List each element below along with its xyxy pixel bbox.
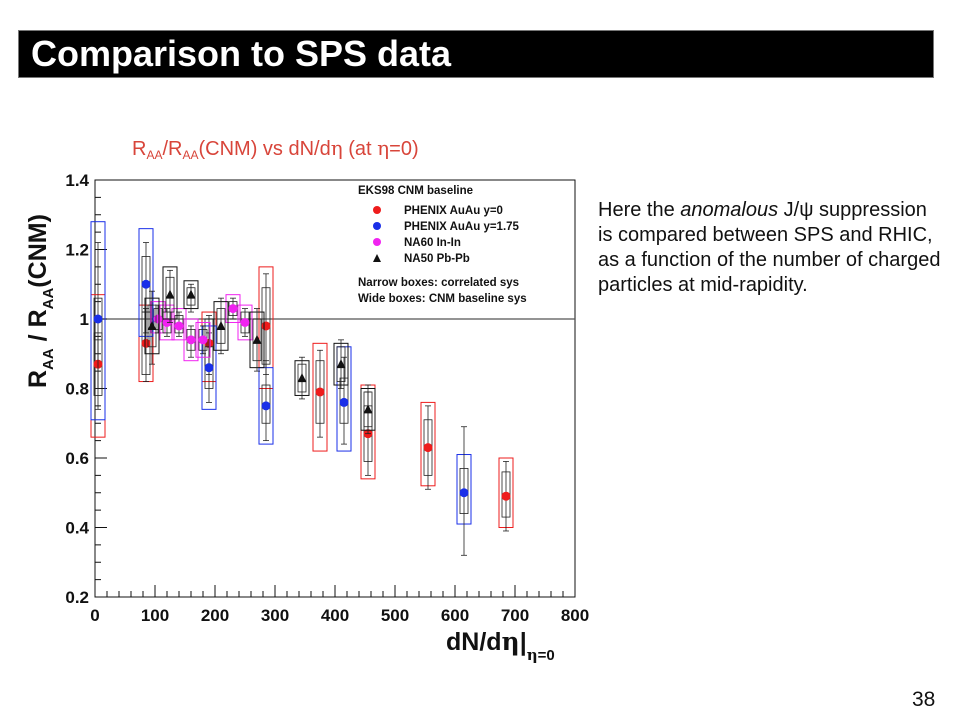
data-point (339, 397, 349, 407)
legend-box (352, 182, 574, 314)
y-tick-label: 0.2 (65, 588, 89, 607)
baseline-sys-box (90, 221, 106, 421)
description-part-2: J/ψ suppression is compared between SPS … (598, 199, 941, 296)
baseline-sys-box (225, 294, 241, 323)
chart-title-slash: / (162, 138, 169, 160)
chart-title-eq: =0) (389, 138, 419, 160)
y-tick-label: 0.4 (65, 519, 89, 538)
x-tick-label: 800 (561, 606, 589, 625)
legend-entry: NA50 Pb-Pb (404, 253, 470, 265)
y-axis-label-cnm: (CNM) (24, 214, 52, 288)
data-point (186, 335, 196, 345)
slide-title: Comparison to SPS data (31, 33, 452, 74)
y-tick-label: 0.8 (65, 380, 89, 399)
chart-title-r: R (132, 138, 147, 160)
x-tick-label: 0 (90, 606, 99, 625)
chart-title: RAA/RAA(CNM) vs dN/dη (at η=0) (132, 136, 419, 162)
data-point (186, 289, 196, 299)
description-part-1: Here the (598, 199, 681, 221)
data-point (297, 373, 307, 383)
legend-marker (373, 206, 381, 214)
x-tick-label: 300 (261, 606, 289, 625)
legend-marker (373, 254, 381, 262)
data-point (501, 491, 511, 501)
baseline-sys-box (237, 304, 253, 341)
data-point (261, 321, 271, 331)
x-tick-label: 500 (381, 606, 409, 625)
data-point (423, 443, 433, 453)
legend-note: Narrow boxes: correlated sys (358, 277, 519, 289)
chart-title-r2: R (168, 138, 183, 160)
baseline-sys-box (195, 321, 211, 358)
legend-note: Wide boxes: CNM baseline sys (358, 293, 527, 305)
description-text: Here the anomalous J/ψ suppression is co… (598, 198, 943, 298)
data-point (204, 363, 214, 373)
chart-title-eta2: η (377, 136, 390, 160)
y-tick-label: 0.6 (65, 449, 89, 468)
x-axis-label-main: dN/d (446, 628, 502, 656)
chart-title-cnm: (CNM) vs dN/d (198, 138, 331, 160)
x-axis-label-bar: | (520, 628, 527, 656)
description-emphasis: anomalous (680, 199, 779, 221)
chart-marks: 0.2 0.4 0.6 0.8 1 1.2 1.4 0 100 200 300 400 500 600 70… (65, 171, 589, 625)
slide-title-bar: Comparison to SPS data (18, 30, 934, 78)
page-number: 38 (912, 688, 936, 711)
data-point (147, 320, 157, 330)
data-point (261, 401, 271, 411)
chart-title-eta: η (330, 136, 343, 160)
y-tick-label: 1.4 (65, 171, 89, 190)
baseline-sys-box (159, 304, 175, 341)
data-point (315, 387, 325, 397)
x-tick-label: 700 (501, 606, 529, 625)
y-axis-label-aa2: AA (40, 288, 57, 310)
data-point (165, 289, 175, 299)
legend-marker (373, 222, 381, 230)
data-point (141, 279, 151, 289)
data-point (93, 314, 103, 324)
data-point (459, 488, 469, 498)
x-axis-label-eta: η (502, 627, 520, 656)
data-point (240, 317, 250, 327)
x-tick-label: 600 (441, 606, 469, 625)
y-tick-label: 1.2 (65, 241, 89, 260)
data-point (153, 314, 163, 324)
legend-entry: PHENIX AuAu y=1.75 (404, 221, 520, 233)
baseline-sys-box (201, 325, 217, 410)
x-tick-label: 200 (201, 606, 229, 625)
data-point (336, 359, 346, 369)
baseline-sys-box (138, 228, 154, 337)
data-point (228, 304, 238, 314)
baseline-sys-box (183, 318, 199, 362)
baseline-sys-box (312, 342, 328, 452)
chart-title-aa2: AA (182, 148, 199, 162)
y-tick-label: 1 (80, 310, 89, 329)
legend-title: EKS98 CNM baseline (358, 185, 473, 197)
x-tick-label: 100 (141, 606, 169, 625)
data-point (174, 321, 184, 331)
data-point (363, 404, 373, 414)
baseline-sys-box (171, 308, 187, 341)
legend-entry: NA60 In-In (404, 237, 461, 249)
chart-title-aa: AA (146, 148, 163, 162)
data-point (216, 320, 226, 330)
legend-entry: PHENIX AuAu y=0 (404, 205, 503, 217)
x-tick-label: 400 (321, 606, 349, 625)
chart-title-at: (at (342, 138, 378, 160)
data-point (252, 334, 262, 344)
data-point (198, 335, 208, 345)
legend-marker (373, 238, 381, 246)
y-axis-label-r: R (24, 370, 52, 388)
x-axis-label-subeta: η (527, 646, 538, 664)
y-axis-label-mid: / R (24, 309, 52, 348)
y-axis-label-aa: AA (40, 348, 57, 370)
y-axis-label: RAA / RAA(CNM) (24, 214, 57, 388)
x-axis-label: dN/dη|η=0 (446, 627, 555, 664)
x-axis-label-subrest: =0 (538, 647, 555, 664)
